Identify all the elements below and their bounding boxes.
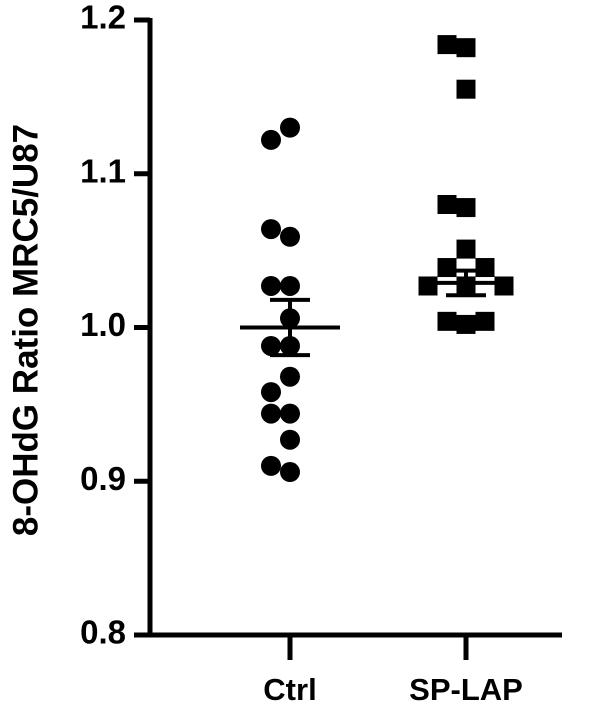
data-point [261,129,281,150]
data-point [280,462,300,483]
data-point [261,335,281,356]
y-axis-title: 8-OHdG Ratio MRC5/U87 [6,124,45,536]
data-point [456,79,476,99]
y-tick-label: 1.0 [80,306,126,343]
data-point [261,455,281,476]
data-point [437,195,457,214]
data-point [456,239,476,259]
data-point [280,275,300,296]
data-point [437,311,457,331]
x-tick-label: Ctrl [263,672,316,707]
data-point [437,258,457,278]
data-point [280,117,300,138]
data-point [280,403,300,424]
data-point [418,276,438,296]
data-point [456,198,476,218]
x-tick-label: SP-LAP [409,672,523,707]
data-point [280,226,300,247]
y-tick-label: 1.1 [80,152,126,189]
data-point [261,382,281,403]
data-point [456,38,476,58]
data-point [437,35,457,55]
y-tick-label: 1.2 [80,0,126,36]
data-point [475,311,495,331]
data-point [261,275,281,296]
data-point [475,258,495,278]
data-point [280,366,300,387]
y-tick-label: 0.9 [80,460,126,497]
data-point [456,314,476,334]
data-point [280,429,300,450]
data-point [261,219,281,240]
y-tick-label: 0.8 [80,614,126,651]
data-point [261,403,281,424]
data-point [494,276,514,296]
